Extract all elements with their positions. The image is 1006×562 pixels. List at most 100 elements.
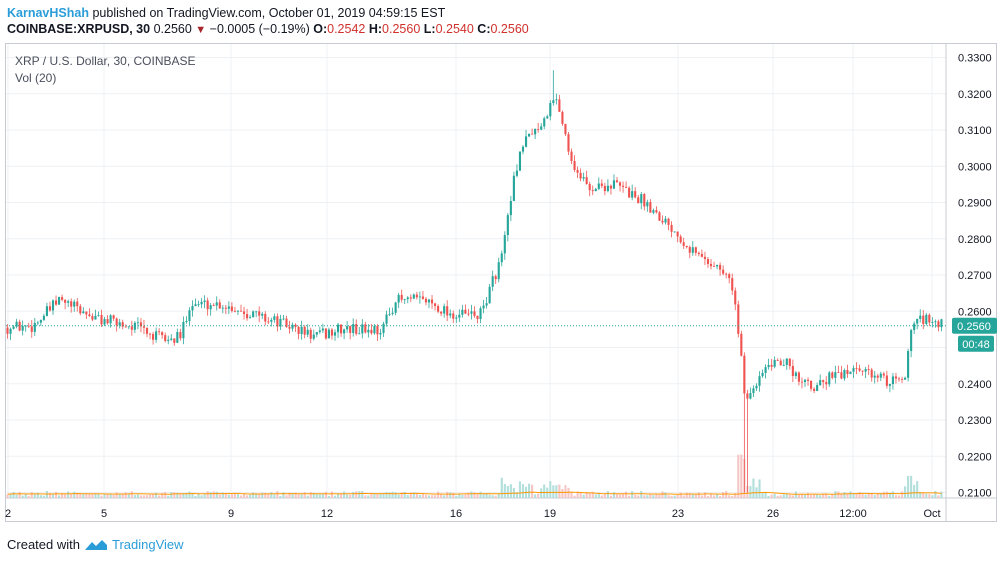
candle-body <box>100 315 103 325</box>
volume-bar <box>558 484 561 498</box>
candle-body <box>925 314 928 324</box>
volume-bar <box>167 495 170 498</box>
candle-body <box>255 311 258 313</box>
volume-bar <box>646 495 649 498</box>
candle-body <box>934 321 937 323</box>
candle-body <box>88 314 91 317</box>
volume-bar <box>9 493 12 498</box>
volume-bar <box>73 491 76 498</box>
candle-body <box>722 269 725 274</box>
candle-body <box>327 329 330 339</box>
candle-body <box>913 323 916 331</box>
candle-body <box>473 311 476 316</box>
volume-bar <box>124 492 127 498</box>
candle-body <box>27 325 30 327</box>
volume-bar <box>424 494 428 498</box>
candle-body <box>358 333 361 335</box>
volume-bar <box>343 491 346 498</box>
candle-body <box>494 276 497 280</box>
candle-body <box>197 304 200 306</box>
candle-body <box>18 321 21 331</box>
candle-body <box>761 372 764 377</box>
candle-body <box>121 322 124 327</box>
volume-bar <box>349 494 352 498</box>
tradingview-link[interactable]: TradingView <box>111 537 184 552</box>
candle-body <box>904 377 907 380</box>
volume-bar <box>330 491 334 498</box>
candle-body <box>834 372 837 378</box>
volume-bar <box>161 492 164 498</box>
candle-body <box>609 185 612 189</box>
legend-volume: Vol (20) <box>15 71 56 85</box>
price-tick-label: 0.2800 <box>958 234 992 246</box>
candle-body <box>825 382 828 385</box>
author-link[interactable]: KarnavHShah <box>7 6 89 20</box>
volume-bar <box>15 494 18 498</box>
candle-body <box>500 253 503 263</box>
volume-bar <box>6 494 9 498</box>
volume-bar <box>791 495 794 498</box>
price-tick-label: 0.2200 <box>958 451 992 463</box>
volume-bar <box>670 495 673 498</box>
volume-bar <box>476 493 479 498</box>
volume-bar <box>82 493 85 498</box>
high-label: H: <box>368 22 383 36</box>
volume-bar <box>658 494 661 498</box>
created-with-text: Created with <box>7 537 80 552</box>
candle-body <box>36 322 39 324</box>
volume-bar <box>164 491 167 498</box>
volume-bar <box>806 492 810 498</box>
volume-bar <box>679 492 682 498</box>
volume-bar <box>503 483 506 498</box>
published-text: published on TradingView.com, October 01… <box>92 6 446 20</box>
candle-body <box>252 311 255 318</box>
candle-body <box>309 329 312 339</box>
candle-body <box>370 329 373 334</box>
candle-body <box>700 253 703 257</box>
volume-bar <box>770 494 773 498</box>
candle-body <box>467 313 470 315</box>
volume-bar <box>133 495 136 498</box>
candle-body <box>15 321 18 327</box>
candle-body <box>321 328 324 331</box>
volume-bar <box>215 491 218 498</box>
symbol-label: COINBASE:XRPUSD, 30 <box>7 22 151 36</box>
volume-bar <box>764 492 767 498</box>
volume-bar <box>376 493 379 498</box>
candle-body <box>164 335 167 341</box>
candle-body <box>813 388 816 391</box>
volume-bar <box>282 492 285 498</box>
volume-bar <box>897 495 901 498</box>
volume-bar <box>130 491 133 498</box>
volume-bar <box>810 495 813 498</box>
candle-body <box>173 338 176 343</box>
volume-bars <box>6 454 943 498</box>
candle-body <box>819 380 822 386</box>
volume-bar <box>255 493 258 498</box>
candle-body <box>82 311 85 314</box>
volume-bar <box>731 495 734 498</box>
volume-bar <box>333 495 337 498</box>
candle-body <box>479 308 482 320</box>
candle-body <box>664 218 667 223</box>
candle-body <box>258 311 261 316</box>
volume-bar <box>458 493 461 498</box>
candle-body <box>30 326 33 332</box>
candle-body <box>615 180 619 183</box>
candle-body <box>455 317 458 319</box>
candle-body <box>458 314 461 318</box>
volume-bar <box>603 494 606 498</box>
volume-bar <box>606 491 609 498</box>
candle-body <box>482 305 485 309</box>
candle-body <box>324 328 327 339</box>
volume-bar <box>367 495 370 498</box>
volume-bar <box>712 495 716 498</box>
volume-bar <box>615 494 619 498</box>
volume-bar <box>640 491 643 498</box>
volume-bar <box>233 492 236 498</box>
candle-body <box>106 319 109 324</box>
volume-bar <box>94 493 97 498</box>
volume-bar <box>397 494 400 498</box>
volume-bar <box>355 491 358 498</box>
